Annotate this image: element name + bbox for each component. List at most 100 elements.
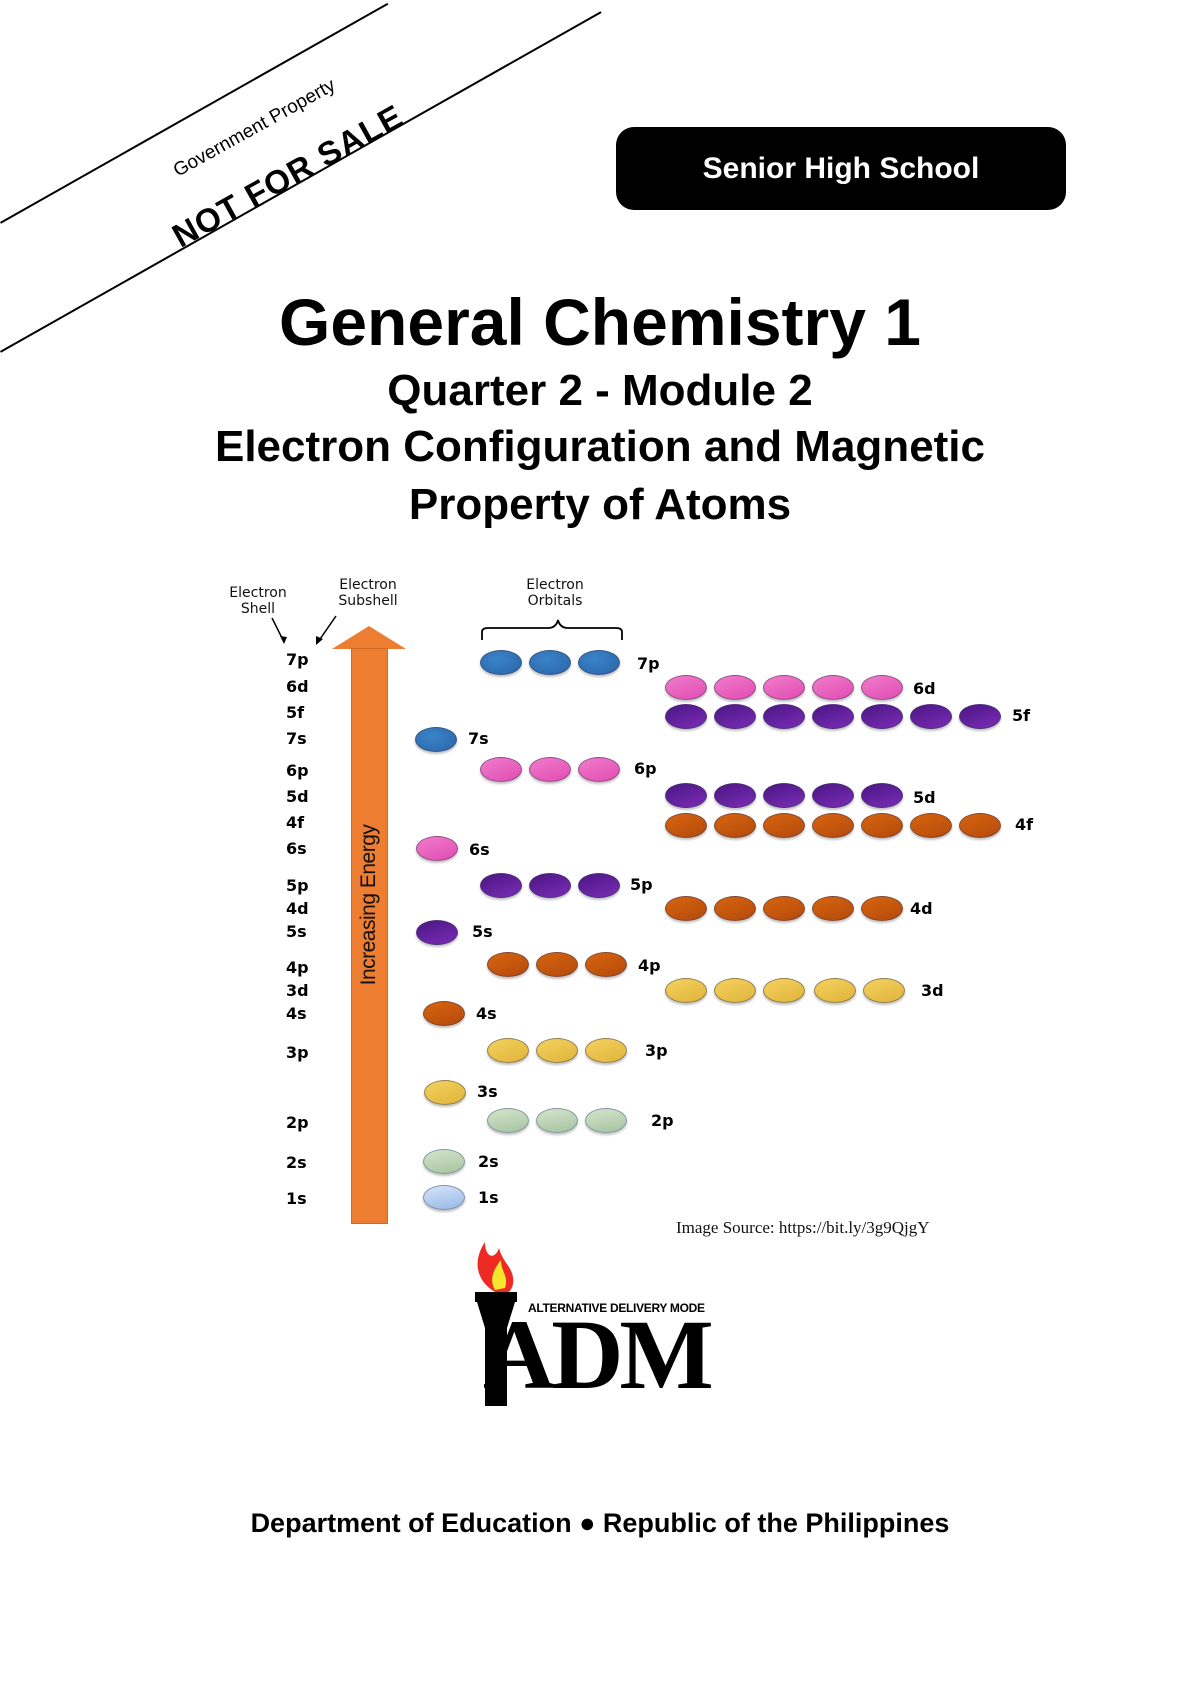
orbital-6d xyxy=(812,675,854,700)
increasing-energy-label: Increasing Energy xyxy=(357,824,380,986)
topic-title-line1: Electron Configuration and Magnetic xyxy=(214,422,986,471)
level-label: 4p xyxy=(286,958,309,977)
orbital-5p xyxy=(578,873,620,898)
level-label: 5p xyxy=(286,876,309,895)
subject-title: General Chemistry 1 xyxy=(279,285,921,359)
orbital-5p xyxy=(529,873,571,898)
orbital-2s xyxy=(423,1149,465,1174)
pointer-arrows-and-brace xyxy=(271,615,623,645)
badge-label: Senior High School xyxy=(702,151,980,185)
orbital-label-4s: 4s xyxy=(476,1004,497,1023)
orbital-5d xyxy=(763,783,805,808)
level-label: 6s xyxy=(286,839,307,858)
orbital-3s xyxy=(424,1080,466,1105)
orbital-2p xyxy=(585,1108,627,1133)
orbital-label-4p: 4p xyxy=(638,956,661,975)
energy-arrow-shaft xyxy=(351,648,388,1224)
orbital-4d xyxy=(861,896,903,921)
orbital-5d xyxy=(714,783,756,808)
level-label: 4f xyxy=(286,813,305,832)
orbital-5f xyxy=(714,704,756,729)
orbital-7p xyxy=(480,650,522,675)
orbital-3d xyxy=(714,978,756,1003)
orbital-label-7p: 7p xyxy=(637,654,660,673)
orbital-7p xyxy=(578,650,620,675)
orbital-label-5s: 5s xyxy=(472,922,493,941)
level-label: 2p xyxy=(286,1113,309,1132)
orbital-6d xyxy=(763,675,805,700)
orbital-6d xyxy=(714,675,756,700)
orbital-5f xyxy=(812,704,854,729)
orbital-label-3p: 3p xyxy=(645,1041,668,1060)
level-label: 5d xyxy=(286,787,309,806)
orbital-4f xyxy=(665,813,707,838)
adm-logo: ALTERNATIVE DELIVERY MODE ADM xyxy=(455,1240,755,1420)
orbital-5d xyxy=(861,783,903,808)
level-label: 4s xyxy=(286,1004,307,1023)
orbital-6p xyxy=(480,757,522,782)
level-label: 5f xyxy=(286,703,305,722)
orbital-3p xyxy=(536,1038,578,1063)
orbital-4p xyxy=(487,952,529,977)
level-label: 1s xyxy=(286,1189,307,1208)
orbital-4p xyxy=(536,952,578,977)
orbital-3d xyxy=(763,978,805,1003)
orbital-6d xyxy=(665,675,707,700)
orbital-5f xyxy=(665,704,707,729)
level-label: 6p xyxy=(286,761,309,780)
orbital-5d xyxy=(665,783,707,808)
label-electron-orbitals: Electron Orbitals xyxy=(526,577,584,609)
orbital-3p xyxy=(585,1038,627,1063)
orbital-label-4d: 4d xyxy=(910,899,933,918)
orbital-4d xyxy=(665,896,707,921)
orbital-label-7s: 7s xyxy=(468,729,489,748)
orbital-label-6s: 6s xyxy=(469,840,490,859)
orbital-label-5f: 5f xyxy=(1012,706,1031,725)
orbital-7s xyxy=(415,727,457,752)
orbital-6p xyxy=(529,757,571,782)
image-source-caption: Image Source: https://bit.ly/3g9QjgY xyxy=(676,1218,930,1237)
orbital-3p xyxy=(487,1038,529,1063)
torch-icon xyxy=(475,1242,517,1406)
orbital-label-2p: 2p xyxy=(651,1111,674,1130)
orbital-label-2s: 2s xyxy=(478,1152,499,1171)
orbital-4d xyxy=(763,896,805,921)
orbital-label-3d: 3d xyxy=(921,981,944,1000)
orbital-5p xyxy=(480,873,522,898)
orbital-5s xyxy=(416,920,458,945)
orbital-4p xyxy=(585,952,627,977)
label-electron-shell: Electron Shell xyxy=(229,585,287,617)
level-label: 3d xyxy=(286,981,309,1000)
orbital-6s xyxy=(416,836,458,861)
orbital-3d xyxy=(814,978,856,1003)
orbital-3d xyxy=(863,978,905,1003)
orbital-5f xyxy=(763,704,805,729)
label-electron-subshell: Electron Subshell xyxy=(338,577,398,609)
orbital-2p xyxy=(487,1108,529,1133)
orbital-label-3s: 3s xyxy=(477,1082,498,1101)
orbital-6p xyxy=(578,757,620,782)
orbital-4f xyxy=(714,813,756,838)
level-label: 6d xyxy=(286,677,309,696)
orbital-4f xyxy=(910,813,952,838)
quarter-module: Quarter 2 - Module 2 xyxy=(387,366,813,415)
orbital-2p xyxy=(536,1108,578,1133)
orbital-3d xyxy=(665,978,707,1003)
orbital-label-1s: 1s xyxy=(478,1188,499,1207)
topic-title-line2: Property of Atoms xyxy=(408,480,792,529)
orbital-4f xyxy=(959,813,1001,838)
orbital-label-4f: 4f xyxy=(1015,815,1034,834)
orbital-5f xyxy=(910,704,952,729)
orbital-6d xyxy=(861,675,903,700)
orbital-5f xyxy=(959,704,1001,729)
level-label: 4d xyxy=(286,899,309,918)
adm-wordmark: ADM xyxy=(483,1299,714,1410)
orbital-1s xyxy=(423,1185,465,1210)
orbital-4f xyxy=(763,813,805,838)
senior-high-school-badge: Senior High School xyxy=(616,127,1066,210)
orbital-label-5p: 5p xyxy=(630,875,653,894)
footer-deped: Department of Education ● Republic of th… xyxy=(250,1508,950,1538)
orbital-4d xyxy=(812,896,854,921)
level-label: 3p xyxy=(286,1043,309,1062)
orbital-label-6p: 6p xyxy=(634,759,657,778)
